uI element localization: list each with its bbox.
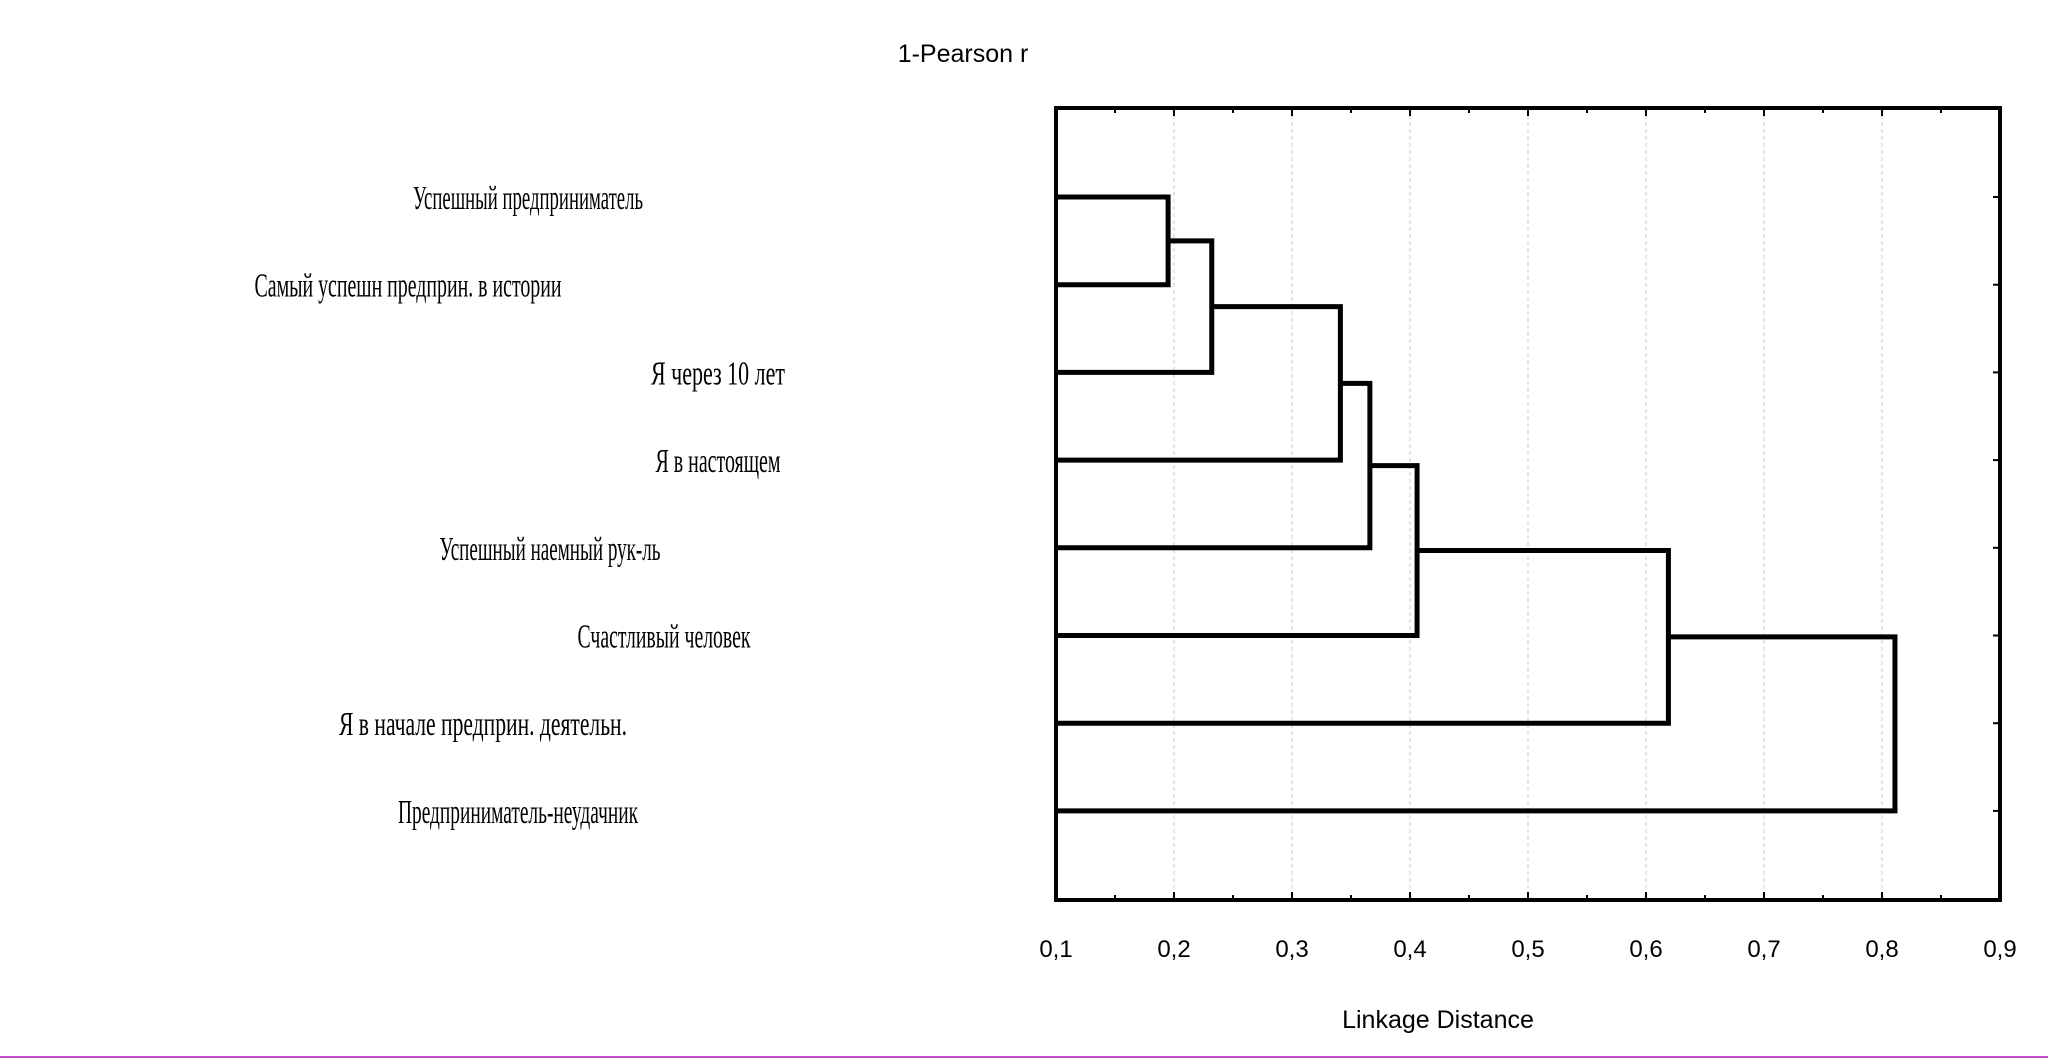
dendrogram-link — [1056, 304, 1343, 463]
x-tick-label: 0,4 — [1393, 936, 1426, 963]
dendrogram-link — [1056, 463, 1420, 638]
dendrogram-link — [1056, 634, 1898, 814]
x-tick-label: 0,9 — [1983, 936, 2016, 963]
window-bottom-border — [0, 1056, 2048, 1058]
chart-title: 1-Pearson r — [898, 40, 1029, 68]
x-tick-label: 0,2 — [1157, 936, 1190, 963]
leaf-label: Я через 10 лет — [651, 355, 785, 392]
dendrogram-link — [1056, 194, 1171, 288]
x-tick-label: 0,1 — [1039, 936, 1072, 963]
x-tick-label: 0,6 — [1629, 936, 1662, 963]
x-tick-label: 0,7 — [1747, 936, 1780, 963]
leaf-label: Я в настоящем — [656, 443, 781, 480]
x-tick-label: 0,5 — [1511, 936, 1544, 963]
leaf-label: Самый успешн предприн. в истории — [255, 268, 562, 305]
leaf-label: Успешный наемный рук-ль — [440, 531, 661, 568]
leaf-label: Успешный предприниматель — [413, 180, 643, 217]
leaf-label: Я в начале предприн. деятельн. — [339, 706, 627, 743]
dendrogram-branches — [1056, 194, 1898, 814]
dendrogram-link — [1056, 380, 1373, 551]
grid-lines — [1173, 108, 1883, 900]
x-tick-label: 0,3 — [1275, 936, 1308, 963]
leaf-label: Счастливый человек — [578, 619, 751, 656]
x-tick-labels: 0,1 0,2 0,3 0,4 0,5 0,6 0,7 0,8 0,9 — [1039, 936, 2016, 963]
dendrogram-link — [1056, 238, 1215, 375]
x-axis-title: Linkage Distance — [1342, 1006, 1534, 1034]
leaf-label: Предприниматель-неудачник — [398, 794, 638, 831]
plot-frame — [1054, 106, 2002, 902]
leaf-labels: Успешный предприниматель Самый успешн пре… — [255, 180, 786, 831]
x-tick-label: 0,8 — [1865, 936, 1898, 963]
